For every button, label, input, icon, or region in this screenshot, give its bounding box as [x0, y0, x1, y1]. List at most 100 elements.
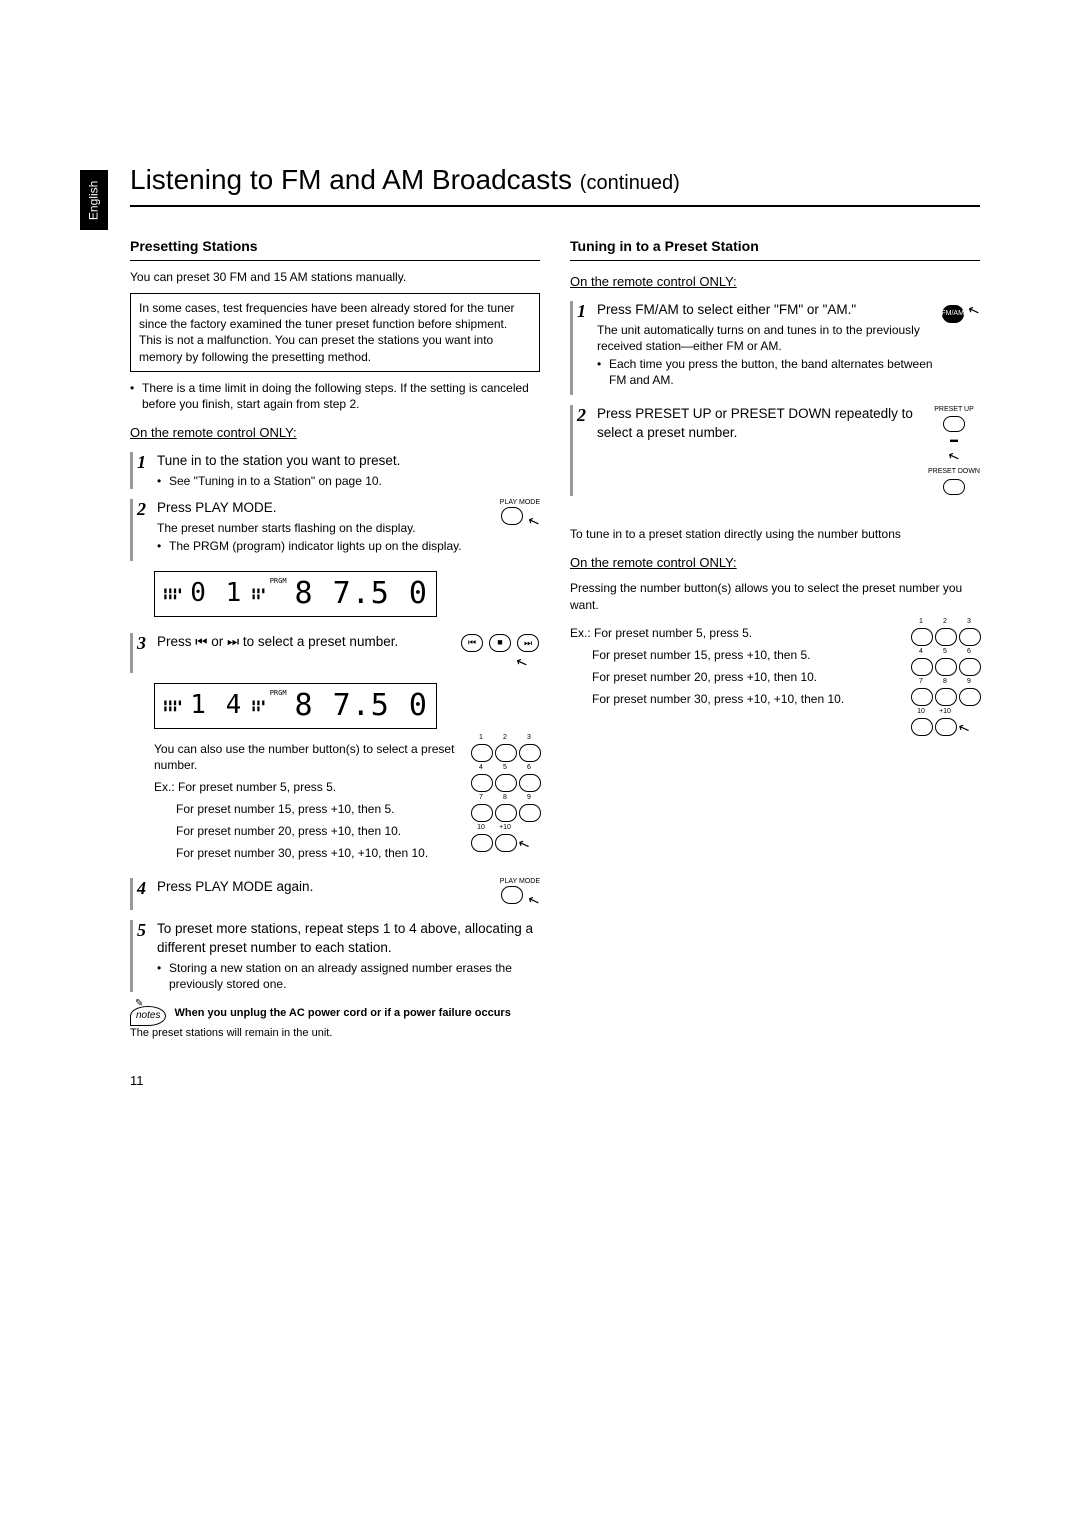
pointer-icon: ↖: [525, 889, 543, 911]
title-main: Listening to FM and AM Broadcasts: [130, 164, 572, 195]
step-number: 1: [577, 299, 586, 324]
num-btn-icon: [471, 804, 493, 822]
t3b: or: [211, 634, 227, 649]
title-continued: (continued): [580, 172, 680, 194]
preset-down-label: PRESET DOWN: [928, 467, 980, 477]
r-step2-title: Press PRESET UP or PRESET DOWN repeatedl…: [597, 405, 922, 443]
np2: 2: [934, 619, 956, 625]
numpad-diagram: 1 2 3 4 5 6 7 8 9: [470, 735, 540, 853]
remote-only-label2: On the remote control ONLY:: [570, 554, 980, 572]
step5-title: To preset more stations, repeat steps 1 …: [157, 920, 540, 958]
np9: 9: [958, 679, 980, 685]
note-box: In some cases, test frequencies have bee…: [130, 293, 540, 372]
num-btn-icon: [911, 718, 933, 736]
num-btn-icon: [495, 834, 517, 852]
notes-body: The preset stations will remain in the u…: [130, 1026, 540, 1041]
num-btn-icon: [911, 658, 933, 676]
step-5: 5 To preset more stations, repeat steps …: [130, 920, 540, 992]
step3-title: Press ⏮ or ⏭ to select a preset number.: [157, 633, 454, 652]
num-btn-icon: [911, 628, 933, 646]
page-title: Listening to FM and AM Broadcasts (conti…: [130, 160, 980, 207]
preset-up-icon: [943, 416, 965, 432]
num-btn-icon: [935, 658, 957, 676]
num-btn-icon: [495, 744, 517, 762]
np+10: +10: [934, 709, 956, 715]
pointer-icon: ↖: [945, 445, 963, 467]
step5-note: Storing a new station on an already assi…: [157, 960, 540, 992]
step1-title: Tune in to the station you want to prese…: [157, 452, 540, 471]
lcd-bars-icon: ▮▮▮▮▮▮▮: [163, 700, 182, 712]
prev-button-icon: ⏮: [461, 634, 483, 652]
step4-title: Press PLAY MODE again.: [157, 878, 494, 897]
notes-block: notes When you unplug the AC power cord …: [130, 1006, 540, 1026]
notes-icon: notes: [130, 1006, 166, 1026]
fmam-btn-icon: FM/AM: [942, 305, 964, 323]
next-icon: ⏭: [227, 634, 239, 649]
step2-title: Press PLAY MODE.: [157, 499, 494, 518]
btn-label: PLAY MODE: [500, 499, 540, 506]
rex1: For preset number 5, press 5.: [594, 626, 752, 640]
lcd-display-2: ▮▮▮▮▮▮▮ 1 4 ▮▮▮▮▮ PRGM 8 7.5 0: [154, 683, 437, 729]
num-btn-icon: [519, 804, 541, 822]
np1: 1: [910, 619, 932, 625]
r-step1-title: Press FM/AM to select either "FM" or "AM…: [597, 301, 935, 320]
np9: 9: [518, 795, 540, 801]
np+10: +10: [494, 825, 516, 831]
num-btn-icon: [959, 688, 981, 706]
np7: 7: [910, 679, 932, 685]
np4: 4: [470, 765, 492, 771]
remote-only-label: On the remote control ONLY:: [570, 273, 980, 291]
np5: 5: [494, 765, 516, 771]
num-btn-icon: [519, 744, 541, 762]
np10: 10: [470, 825, 492, 831]
ex4: For preset number 30, press +10, +10, th…: [176, 845, 464, 861]
numpad-diagram: 1 2 3 4 5 6 7 8 9: [910, 619, 980, 737]
lcd-prgm-tag: PRGM: [270, 577, 287, 587]
notes-title: When you unplug the AC power cord or if …: [174, 1006, 510, 1021]
step3-body1: You can also use the number button(s) to…: [154, 741, 464, 773]
num-btn-icon: [935, 688, 957, 706]
preset-buttons-diagram: PRESET UP ▬ ↖ PRESET DOWN: [928, 405, 980, 496]
right-step-1: 1 Press FM/AM to select either "FM" or "…: [570, 301, 980, 395]
num-btn-icon: [959, 628, 981, 646]
ex-label: Ex.:: [154, 780, 175, 794]
step-number: 5: [137, 918, 146, 943]
play-mode-button-diagram: PLAY MODE ↖: [500, 499, 540, 532]
step-4: 4 Press PLAY MODE again. PLAY MODE ↖: [130, 878, 540, 911]
bar-icon: ▬: [950, 434, 958, 445]
left-heading: Presetting Stations: [130, 237, 540, 261]
button-icon: [501, 507, 523, 525]
left-intro: You can preset 30 FM and 15 AM stations …: [130, 269, 540, 285]
pointer-icon: ↖: [515, 829, 543, 855]
num-btn-icon: [471, 744, 493, 762]
pointer-icon: ↖: [525, 511, 543, 533]
np4: 4: [910, 649, 932, 655]
step-number: 1: [137, 450, 146, 475]
step-3: 3 Press ⏮ or ⏭ to select a preset number…: [130, 633, 540, 673]
num-btn-icon: [935, 718, 957, 736]
np7: 7: [470, 795, 492, 801]
fmam-button-diagram: FM/AM ↖: [941, 301, 980, 324]
np10: 10: [910, 709, 932, 715]
np3: 3: [518, 735, 540, 741]
step-1: 1 Tune in to the station you want to pre…: [130, 452, 540, 489]
np6: 6: [518, 765, 540, 771]
prev-icon: ⏮: [195, 634, 207, 649]
np1: 1: [470, 735, 492, 741]
rex3: For preset number 20, press +10, then 10…: [592, 669, 904, 685]
step1-note: See "Tuning in to a Station" on page 10.: [157, 473, 540, 489]
num-btn-icon: [935, 628, 957, 646]
lcd-preset: 1 4: [190, 687, 243, 723]
np6: 6: [958, 649, 980, 655]
lcd-bars-icon: ▮▮▮▮▮: [251, 588, 265, 600]
step-2: 2 Press PLAY MODE. The preset number sta…: [130, 499, 540, 560]
step-number: 2: [577, 403, 586, 428]
right-heading: Tuning in to a Preset Station: [570, 237, 980, 261]
remote-only-label: On the remote control ONLY:: [130, 424, 540, 442]
play-mode-button-diagram: PLAY MODE ↖: [500, 878, 540, 911]
num-btn-icon: [495, 774, 517, 792]
two-column-layout: Presetting Stations You can preset 30 FM…: [130, 227, 980, 1090]
step2-note: The PRGM (program) indicator lights up o…: [157, 538, 494, 554]
num-btn-icon: [471, 774, 493, 792]
lcd-freq: 8 7.5 0: [295, 573, 428, 615]
